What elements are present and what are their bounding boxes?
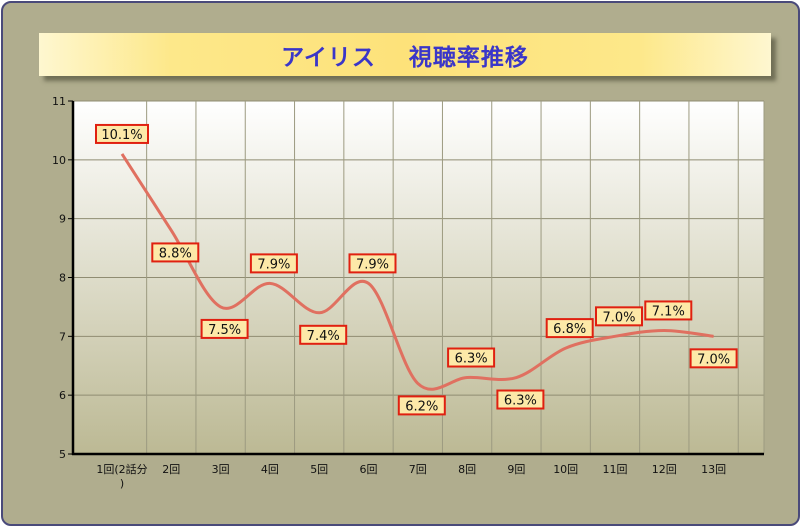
data-label: 7.1% — [644, 300, 693, 321]
data-label: 10.1% — [95, 123, 149, 144]
data-label: 8.8% — [151, 242, 200, 263]
x-tick-labels: 1回(2話分) 2回 3回 4回 5回 6回 7回 8回 9回 10回 11回 12回 13回 — [96, 462, 726, 490]
data-label-text: 7.0% — [697, 352, 730, 367]
x-tick-label: 6回 — [360, 463, 378, 476]
x-tick-label: 3回 — [212, 463, 230, 476]
data-label-text: 8.8% — [159, 246, 192, 261]
data-label-text: 7.9% — [257, 257, 290, 272]
data-label-text: 6.2% — [405, 399, 438, 414]
data-label: 7.4% — [299, 324, 348, 345]
axes — [68, 100, 764, 456]
data-label-text: 6.8% — [553, 322, 586, 337]
y-tick-label: 9 — [59, 213, 66, 226]
data-label: 6.2% — [397, 395, 446, 416]
data-label-box — [299, 324, 348, 345]
y-tick-label: 5 — [59, 448, 66, 461]
data-label: 6.3% — [496, 389, 545, 410]
data-label-text: 7.4% — [307, 329, 340, 344]
data-label-box — [249, 253, 298, 274]
data-label-text: 7.1% — [652, 304, 685, 319]
data-label-text: 7.9% — [356, 257, 389, 272]
x-tick-label: 8回 — [458, 463, 476, 476]
y-tick-label: 11 — [52, 95, 66, 108]
y-tick-label: 7 — [59, 330, 66, 343]
y-tick-label: 10 — [52, 154, 66, 167]
x-tick-label: 4回 — [261, 463, 279, 476]
data-label: 7.5% — [200, 318, 249, 339]
data-label-box — [200, 318, 249, 339]
data-label-box — [496, 389, 545, 410]
data-label-box — [95, 123, 149, 144]
data-label: 7.0% — [595, 306, 643, 327]
data-labels: 10.1% 8.8% 7.5% 7.9% 7.4% 7.9% 6.2% 6.3% 6.3% 6.8… — [95, 123, 738, 416]
gridlines — [73, 100, 765, 454]
y-tick-labels: 5 6 7 8 9 10 11 — [52, 95, 66, 461]
data-label-text: 6.3% — [504, 394, 537, 409]
x-tick-label: 2回 — [162, 463, 180, 476]
x-tick-label: 13回 — [701, 463, 726, 476]
x-tick-label: 12回 — [652, 463, 677, 476]
data-label: 7.9% — [348, 253, 397, 274]
data-label-box — [595, 306, 643, 327]
title-banner: アイリス 視聴率推移 — [39, 33, 771, 76]
data-label: 6.3% — [447, 347, 496, 368]
data-label-text: 10.1% — [101, 128, 142, 143]
data-label-box — [151, 242, 200, 263]
data-label-box — [348, 253, 397, 274]
data-label-text: 7.0% — [602, 310, 635, 325]
data-label-text: 6.3% — [455, 352, 488, 367]
data-label-box — [397, 395, 446, 416]
data-label-box — [689, 348, 738, 369]
x-tick-label: 10回 — [553, 463, 578, 476]
data-label-text: 7.5% — [208, 323, 241, 338]
x-tick-label: 1回(2話分) — [96, 462, 147, 490]
data-label-box — [447, 347, 496, 368]
x-tick-label: 9回 — [507, 463, 525, 476]
data-label: 7.9% — [249, 253, 298, 274]
data-label-box — [644, 300, 693, 321]
data-label: 6.8% — [545, 318, 594, 339]
x-tick-label: 7回 — [409, 463, 427, 476]
y-tick-label: 6 — [59, 389, 66, 402]
data-label-box — [545, 318, 594, 339]
series-line — [120, 153, 714, 391]
data-label: 7.0% — [689, 348, 738, 369]
y-tick-label: 8 — [59, 272, 66, 285]
chart-title: アイリス 視聴率推移 — [281, 44, 529, 71]
x-tick-label: 11回 — [603, 463, 628, 476]
x-tick-label: 5回 — [310, 463, 328, 476]
